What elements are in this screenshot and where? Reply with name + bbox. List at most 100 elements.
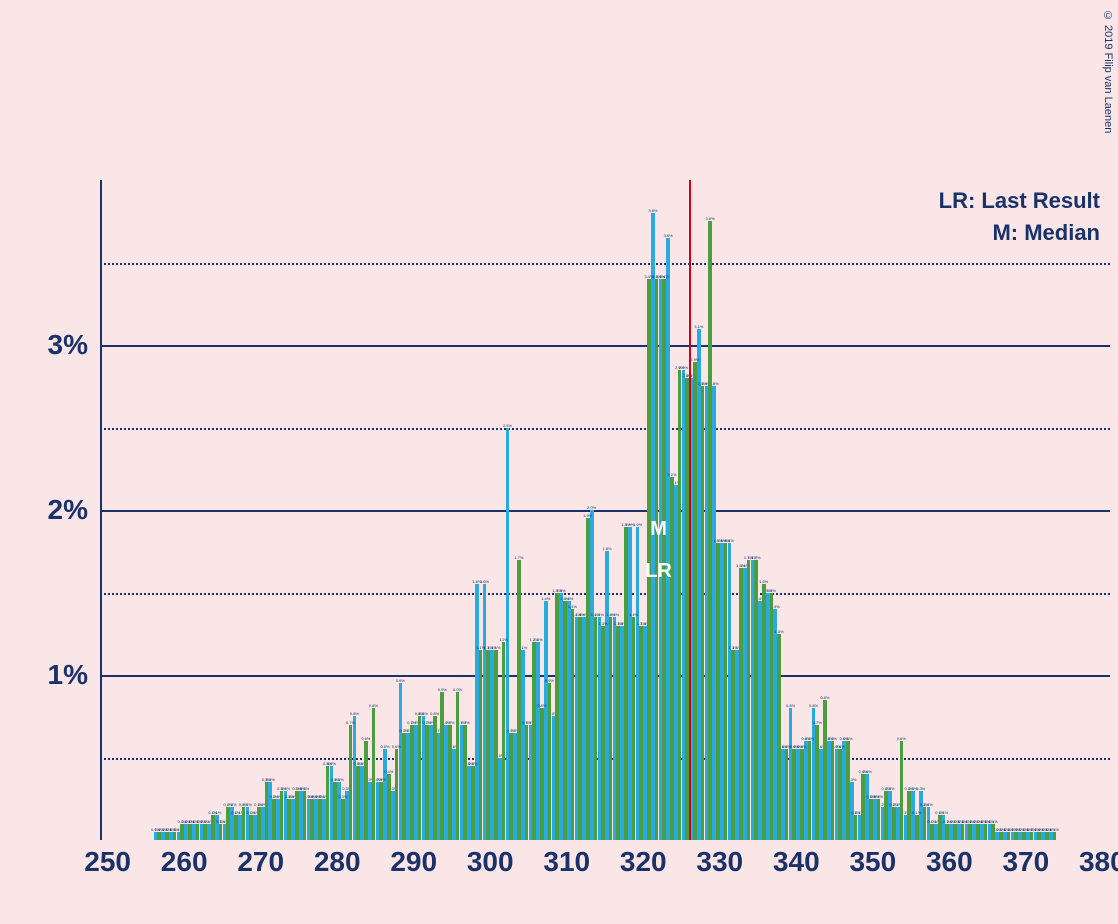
bar-green: 0.7% [463,725,467,841]
bar-green: 0.1% [968,824,972,841]
bar-value-label: 0.3% [315,794,324,799]
bar-green: 0.1% [249,815,253,840]
bar-green: 1.4% [571,609,575,840]
bar-green: 0.1% [938,815,942,840]
bar-green: 0.3% [310,799,314,840]
x-axis-tick-label: 330 [696,846,743,878]
bar-green: 1.1% [494,650,498,840]
bar-green: 0.1% [1037,832,1041,840]
x-axis-tick-label: 300 [467,846,514,878]
bar-value-label: 2.9% [675,365,684,370]
bar-value-label: 0.8% [820,695,829,700]
bar-green: 0.1% [854,815,858,840]
bar-green: 2.9% [693,362,697,841]
legend-lr: LR: Last Result [939,188,1100,214]
x-axis-tick-label: 250 [84,846,131,878]
bar-value-label: 0.1% [927,819,936,824]
bar-value-label: 3.1% [694,324,703,329]
bar-green: 0.2% [257,807,261,840]
x-axis-tick-label: 270 [237,846,284,878]
bar-green: 1.8% [716,543,720,840]
bar-green: 1.4% [632,617,636,840]
bar-green: 0.1% [157,832,161,840]
bar-green: 1.2% [502,642,506,840]
y-axis-tick-label: 3% [48,329,88,361]
bar-value-label: 1.9% [583,513,592,518]
bar-green: 2.8% [701,386,705,840]
bar-green: 0.1% [1014,832,1018,840]
bar-green: 1.6% [739,568,743,840]
bar-value-label: 0.5% [468,761,477,766]
bar-value-label: 0.7% [507,728,516,733]
bar-green: 0.2% [892,807,896,840]
bar-green: 0.1% [930,824,934,841]
bar-value-label: 2.2% [667,472,676,477]
bar-value-label: 0.2% [920,802,929,807]
bar-value-label: 0.2% [254,802,263,807]
bar-value-label: 1.5% [553,588,562,593]
bar-value-label: 0.1% [935,810,944,815]
bar-green: 0.2% [923,807,927,840]
bar-value-label: 0.6% [361,736,370,741]
bar-value-label: 0.8% [350,711,359,716]
bar-value-label: 1.2% [530,637,539,642]
bar-value-label: 1.3% [637,621,646,626]
bar-green: 0.6% [800,749,804,840]
x-axis-tick-label: 340 [773,846,820,878]
bar-value-label: 1.6% [480,579,489,584]
bar-green: 0.8% [418,716,422,840]
bar-value-label: 0.6% [843,736,852,741]
bar-value-label: 0.9% [545,678,554,683]
bar-value-label: 0.1% [989,819,998,824]
bar-value-label: 0.9% [438,687,447,692]
bar-green: 0.6% [846,741,850,840]
bar-value-label: 0.3% [300,786,309,791]
bar-green: 0.1% [203,824,207,841]
bar-green: 0.5% [356,766,360,840]
bar-value-label: 0.3% [269,794,278,799]
bar-value-label: 0.7% [346,720,355,725]
bar-green: 0.9% [440,692,444,841]
bar-value-label: 3.8% [706,216,715,221]
bar-value-label: 1.8% [602,546,611,551]
bar-value-label: 0.3% [916,786,925,791]
bar-green: 0.9% [456,692,460,841]
annotation-last-result: LR [645,560,672,583]
bar-green: 0.7% [448,725,452,841]
y-gridline-minor [100,428,1110,430]
bar-value-label: 0.7% [522,720,531,725]
bar-value-label: 0.6% [381,744,390,749]
bar-value-label: 0.3% [905,786,914,791]
bar-value-label: 0.7% [422,720,431,725]
bar-value-label: 1.4% [541,596,550,601]
bar-green: 1.1% [479,650,483,840]
bar-value-label: 0.2% [239,802,248,807]
bar-value-label: 0.8% [809,703,818,708]
bar-value-label: 0.8% [415,711,424,716]
y-gridline-major [100,345,1110,347]
bar-green: 0.6% [364,741,368,840]
bar-value-label: 0.3% [277,786,286,791]
bar-green: 0.3% [318,799,322,840]
bar-value-label: 1.3% [614,621,623,626]
bar-value-label: 0.8% [369,703,378,708]
bar-green: 1.3% [616,626,620,841]
bar-green: 0.6% [831,741,835,840]
annotation-median: M [650,518,667,541]
bar-value-label: 0.3% [882,786,891,791]
bar-green: 2.9% [678,370,682,840]
bar-value-label: 3.4% [660,274,669,279]
bar-value-label: 0.9% [453,687,462,692]
bar-value-label: 0.7% [813,720,822,725]
bar-value-label: 0.9% [396,678,405,683]
bar-green: 0.1% [1030,832,1034,840]
bar-green: 0.4% [861,774,865,840]
bar-green: 1.3% [777,634,781,840]
bar-value-label: 0.6% [897,736,906,741]
bar-green: 0.3% [341,799,345,840]
bar-green: 0.1% [1007,832,1011,840]
bar-green: 0.7% [425,725,429,841]
bar-green: 1.4% [563,601,567,840]
bar-green: 0.1% [219,824,223,841]
copyright-text: © 2019 Filip van Laenen [1102,10,1114,133]
